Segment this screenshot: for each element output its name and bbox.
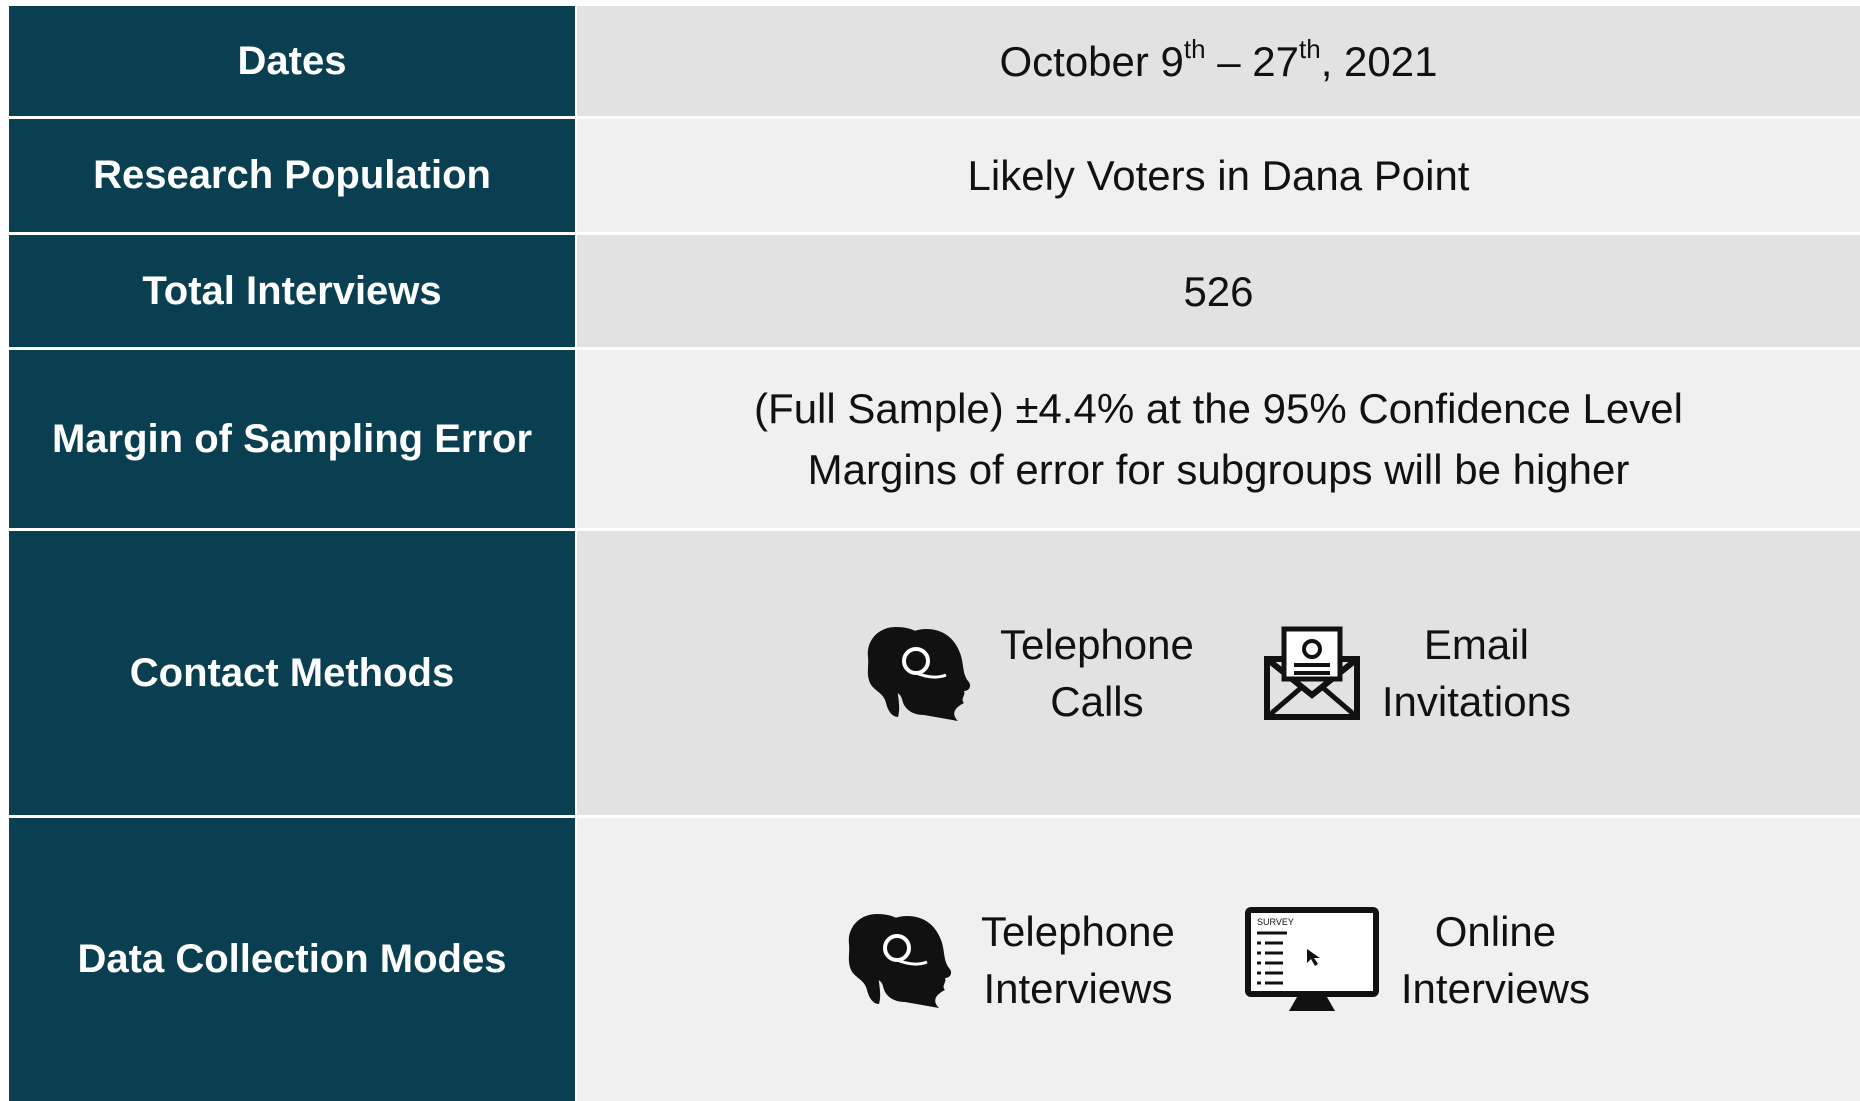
row-label: Data Collection Modes [9,818,575,1101]
row-value: (Full Sample) ±4.4% at the 95% Confidenc… [577,350,1860,528]
item-text: Telephone [981,907,1175,955]
row-value: Telephone Calls Email Invitations [577,531,1860,815]
mode-item: SURVEY Online Interviews [1244,903,1590,1017]
superscript: th [1183,33,1206,64]
monitor-icon: SURVEY [1244,906,1379,1011]
headset-icon [848,913,952,1008]
item-text: Invitations [1381,678,1571,725]
item-text: Telephone [1000,621,1194,668]
text: , 2021 [1320,37,1438,85]
method-item: Telephone Calls [866,616,1194,730]
headset-icon [867,627,971,721]
text: (Full Sample) ±4.4% at the 95% Confidenc… [754,385,1683,432]
text: 526 [1183,267,1254,315]
row-label: Total Interviews [9,235,575,347]
superscript: th [1299,33,1321,64]
item-text: Email [1423,621,1529,668]
text: Margins of error for subgroups will be h… [807,446,1630,493]
row-label: Margin of Sampling Error [9,350,575,528]
row-label: Contact Methods [9,531,575,815]
methodology-table: Dates October 9th – 27th, 2021 Research … [9,6,1860,1101]
row-value: Likely Voters in Dana Point [577,119,1860,232]
item-text: Online [1434,907,1557,955]
text: October 9 [999,37,1184,85]
mode-item: Telephone Interviews [847,903,1175,1017]
row-value: Telephone Interviews SURVEY Online Intervi… [577,818,1860,1101]
row-value: October 9th – 27th, 2021 [577,6,1860,116]
text: – 27 [1205,37,1300,85]
text: Likely Voters in Dana Point [967,152,1470,199]
row-label: Dates [9,6,575,116]
row-value: 526 [577,235,1860,347]
item-text: Calls [1050,678,1144,725]
row-label: Research Population [9,119,575,232]
item-text: Interviews [1400,964,1590,1012]
email-icon [1263,626,1360,720]
icon-text: SURVEY [1257,917,1294,927]
method-item: Email Invitations [1263,616,1571,730]
item-text: Interviews [983,964,1173,1012]
